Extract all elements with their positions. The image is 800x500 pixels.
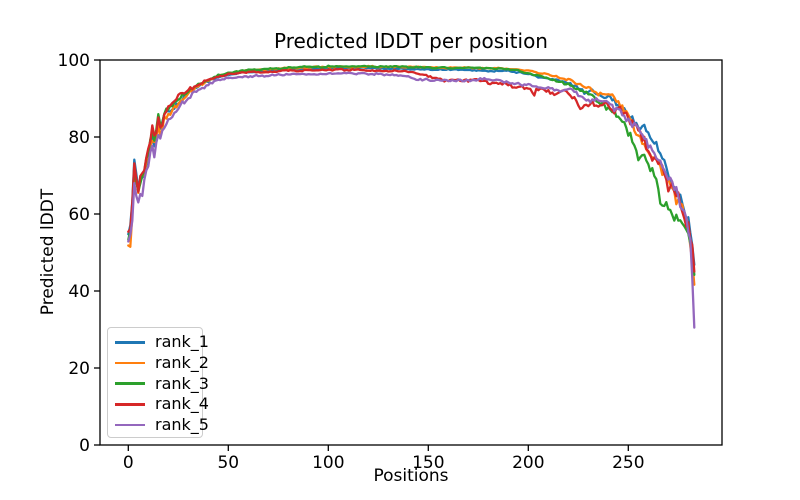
series-line-rank_4 — [127, 67, 696, 273]
x-tick-label: 100 — [312, 453, 344, 473]
y-tick-label: 40 — [68, 282, 90, 302]
series-line-rank_2 — [127, 64, 696, 286]
series-line-rank_3 — [127, 64, 696, 276]
legend-label: rank_5 — [155, 415, 209, 435]
rank-1-line-sample-icon — [115, 341, 145, 344]
y-tick-label: 100 — [58, 51, 90, 71]
rank-5-line-sample-icon — [115, 423, 145, 427]
series-line-rank_1 — [127, 66, 696, 266]
x-axis-label: Positions — [373, 466, 449, 486]
legend-item-rank-5: rank_5 — [115, 415, 209, 436]
legend-label: rank_3 — [155, 373, 209, 393]
y-tick-label: 20 — [68, 359, 90, 379]
x-tick-label: 200 — [512, 453, 544, 473]
rank-3-line-sample-icon — [115, 382, 145, 386]
legend: rank_1 rank_2 rank_3 rank_4 rank_5 — [107, 327, 209, 438]
y-tick-label: 0 — [79, 436, 90, 456]
legend-item-rank-1: rank_1 — [115, 332, 209, 353]
legend-item-rank-4: rank_4 — [115, 394, 209, 415]
x-tick-label: 150 — [412, 453, 444, 473]
x-tick-label: 0 — [123, 453, 134, 473]
y-tick-label: 60 — [68, 205, 90, 225]
legend-label: rank_4 — [155, 394, 209, 414]
legend-item-rank-2: rank_2 — [115, 353, 209, 374]
x-tick-label: 250 — [612, 453, 644, 473]
legend-item-rank-3: rank_3 — [115, 373, 209, 394]
rank-4-line-sample-icon — [115, 403, 145, 406]
x-tick-label: 50 — [217, 453, 239, 473]
y-tick-label: 80 — [68, 128, 90, 148]
chart-title: Predicted lDDT per position — [274, 29, 548, 53]
axes-spines — [99, 59, 723, 446]
series-line-rank_5 — [127, 71, 696, 329]
legend-label: rank_1 — [155, 332, 209, 352]
rank-2-line-sample-icon — [115, 361, 145, 365]
y-axis-label: Predicted lDDT — [38, 188, 58, 316]
legend-label: rank_2 — [155, 353, 209, 373]
